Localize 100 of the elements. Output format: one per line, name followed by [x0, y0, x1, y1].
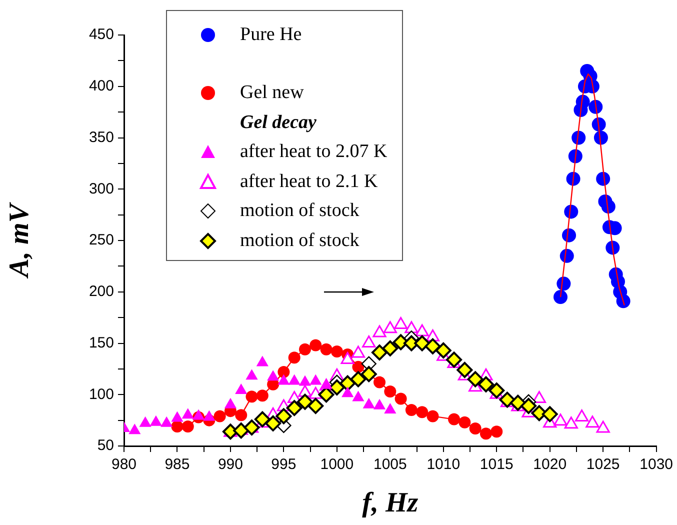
- point: [490, 426, 503, 438]
- y-tick-label: 100: [88, 386, 114, 403]
- point: [596, 420, 610, 433]
- point: [532, 390, 546, 403]
- y-axis-title: A, mV: [4, 202, 36, 280]
- point: [288, 352, 300, 364]
- point: [374, 376, 386, 388]
- point: [404, 321, 418, 334]
- point: [235, 384, 248, 394]
- x-tick-label: 980: [111, 456, 137, 474]
- point: [265, 415, 282, 432]
- point: [298, 343, 311, 356]
- point: [554, 414, 568, 426]
- point: [446, 352, 462, 368]
- point: [330, 345, 343, 358]
- point: [318, 386, 334, 403]
- point: [278, 374, 290, 385]
- y-tick-label: 450: [88, 26, 114, 44]
- y-tick-label: 250: [88, 232, 114, 249]
- point: [424, 338, 441, 354]
- point: [467, 371, 484, 388]
- point: [298, 375, 312, 386]
- point: [362, 398, 375, 408]
- x-tick-label: 995: [271, 456, 296, 474]
- legend-label: Gel new: [240, 82, 304, 104]
- point: [233, 422, 250, 439]
- legend-label: Pure He: [240, 24, 302, 46]
- point: [554, 290, 568, 304]
- point: [244, 420, 260, 436]
- x-tick-label: 1025: [586, 456, 620, 474]
- point: [362, 336, 376, 348]
- y-tick-label: 200: [88, 283, 114, 300]
- point: [139, 416, 152, 427]
- point: [192, 409, 205, 420]
- x-tick-label: 1030: [640, 456, 674, 474]
- point: [469, 422, 482, 435]
- point: [296, 394, 313, 410]
- x-axis-title: f, Hz: [362, 487, 418, 518]
- point: [256, 356, 268, 366]
- point: [520, 398, 537, 414]
- point: [266, 370, 280, 381]
- x-tick-label: 1005: [373, 456, 407, 474]
- point: [340, 375, 356, 392]
- point: [214, 410, 226, 422]
- point: [414, 335, 430, 352]
- point: [308, 398, 324, 414]
- point: [160, 416, 173, 427]
- point: [256, 390, 268, 402]
- legend-label: after heat to 2.1 K: [240, 170, 378, 193]
- point: [542, 406, 558, 422]
- point: [278, 366, 290, 378]
- point: [320, 343, 332, 356]
- y-tick-label: 350: [88, 128, 114, 146]
- point: [286, 400, 302, 416]
- point: [383, 321, 397, 334]
- point: [203, 410, 216, 421]
- point: [276, 408, 292, 424]
- point: [564, 416, 578, 429]
- point: [394, 317, 408, 330]
- legend-label: motion of stock: [240, 200, 360, 222]
- point: [478, 376, 494, 392]
- point: [182, 420, 194, 432]
- point: [222, 424, 238, 440]
- point: [426, 410, 439, 422]
- point: [310, 374, 322, 385]
- point: [510, 394, 526, 411]
- point: [182, 408, 194, 419]
- point: [246, 390, 258, 403]
- point: [586, 416, 600, 428]
- x-tick-label: 985: [164, 456, 190, 474]
- point: [246, 369, 258, 380]
- legend-label: motion of stock: [240, 230, 360, 252]
- point: [171, 411, 184, 422]
- point: [416, 406, 428, 418]
- point: [616, 294, 630, 308]
- y-tick-label: 400: [88, 78, 114, 95]
- point: [150, 415, 162, 426]
- y-tick-label: 300: [88, 180, 114, 198]
- x-tick-label: 1015: [480, 456, 514, 474]
- point: [352, 390, 364, 402]
- point: [288, 374, 300, 385]
- point: [499, 392, 516, 408]
- point: [405, 404, 418, 416]
- point: [458, 416, 471, 428]
- point: [342, 386, 354, 398]
- point: [435, 342, 452, 358]
- point: [372, 325, 386, 338]
- legend-label: after heat to 2.07 K: [240, 141, 388, 164]
- x-tick-label: 990: [218, 456, 243, 474]
- x-tick-label: 1010: [426, 456, 460, 474]
- point: [351, 346, 366, 358]
- point: [373, 398, 386, 410]
- point: [394, 392, 407, 405]
- y-tick-label: 50: [97, 437, 114, 454]
- point: [310, 339, 322, 352]
- point: [235, 409, 248, 422]
- point: [488, 382, 505, 399]
- point: [128, 424, 141, 434]
- x-tick-label: 1020: [533, 456, 567, 474]
- point: [574, 409, 589, 422]
